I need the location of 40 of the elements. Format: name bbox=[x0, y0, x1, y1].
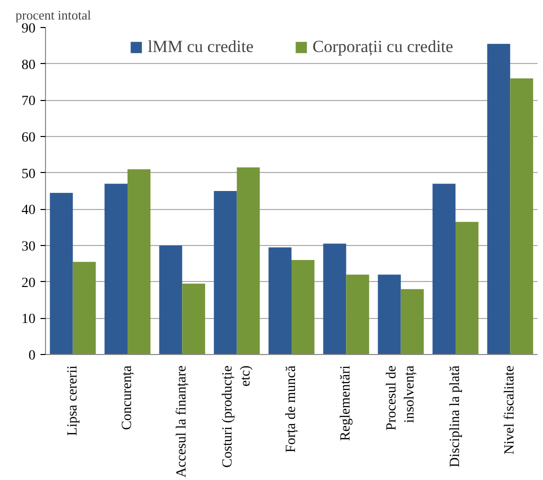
y-tick-label: 10 bbox=[22, 312, 36, 328]
y-tick-label: 70 bbox=[22, 94, 36, 110]
bar bbox=[510, 78, 534, 354]
bar bbox=[378, 274, 401, 354]
y-tick-label: 80 bbox=[22, 58, 36, 73]
legend-label: lMM cu credite bbox=[148, 37, 254, 57]
bar bbox=[346, 274, 370, 354]
x-tick-label: Accesul la finanțare bbox=[174, 365, 190, 478]
x-tick-label: Lipsa cererii bbox=[65, 365, 80, 436]
bar bbox=[236, 167, 260, 354]
y-tick-label: 20 bbox=[22, 276, 36, 291]
bar bbox=[456, 222, 478, 354]
y-axis-title: procent intotal bbox=[16, 8, 92, 22]
y-tick-label: 60 bbox=[22, 130, 36, 146]
bar bbox=[182, 284, 206, 354]
bar bbox=[432, 184, 456, 354]
bar bbox=[104, 184, 128, 354]
x-tick-label: Nivel fiscalitate bbox=[502, 365, 518, 455]
x-tick-label: Disciplina la plată bbox=[448, 364, 463, 468]
bar bbox=[323, 244, 346, 354]
legend-label: Corporații cu credite bbox=[312, 37, 454, 57]
y-tick-label: 90 bbox=[22, 22, 36, 36]
bar bbox=[214, 191, 237, 354]
bar bbox=[159, 246, 182, 354]
bar bbox=[128, 169, 150, 354]
y-tick-label: 0 bbox=[28, 348, 36, 364]
y-tick-label: 50 bbox=[22, 166, 36, 182]
bar bbox=[268, 247, 292, 354]
bar bbox=[292, 260, 314, 354]
bar bbox=[400, 289, 424, 354]
x-tick-label: Concurența bbox=[120, 364, 135, 430]
x-tick-label: Costuri (producție etc) bbox=[220, 365, 254, 468]
x-tick-label: Reglementări bbox=[338, 365, 354, 441]
bar bbox=[72, 262, 96, 354]
bar bbox=[487, 44, 510, 354]
bar bbox=[50, 192, 73, 354]
x-tick-label: Procesul de insolvența bbox=[384, 364, 418, 430]
x-tick-label: Forța de muncă bbox=[284, 364, 299, 453]
y-tick-label: 30 bbox=[22, 240, 36, 254]
y-tick-label: 40 bbox=[22, 203, 36, 218]
